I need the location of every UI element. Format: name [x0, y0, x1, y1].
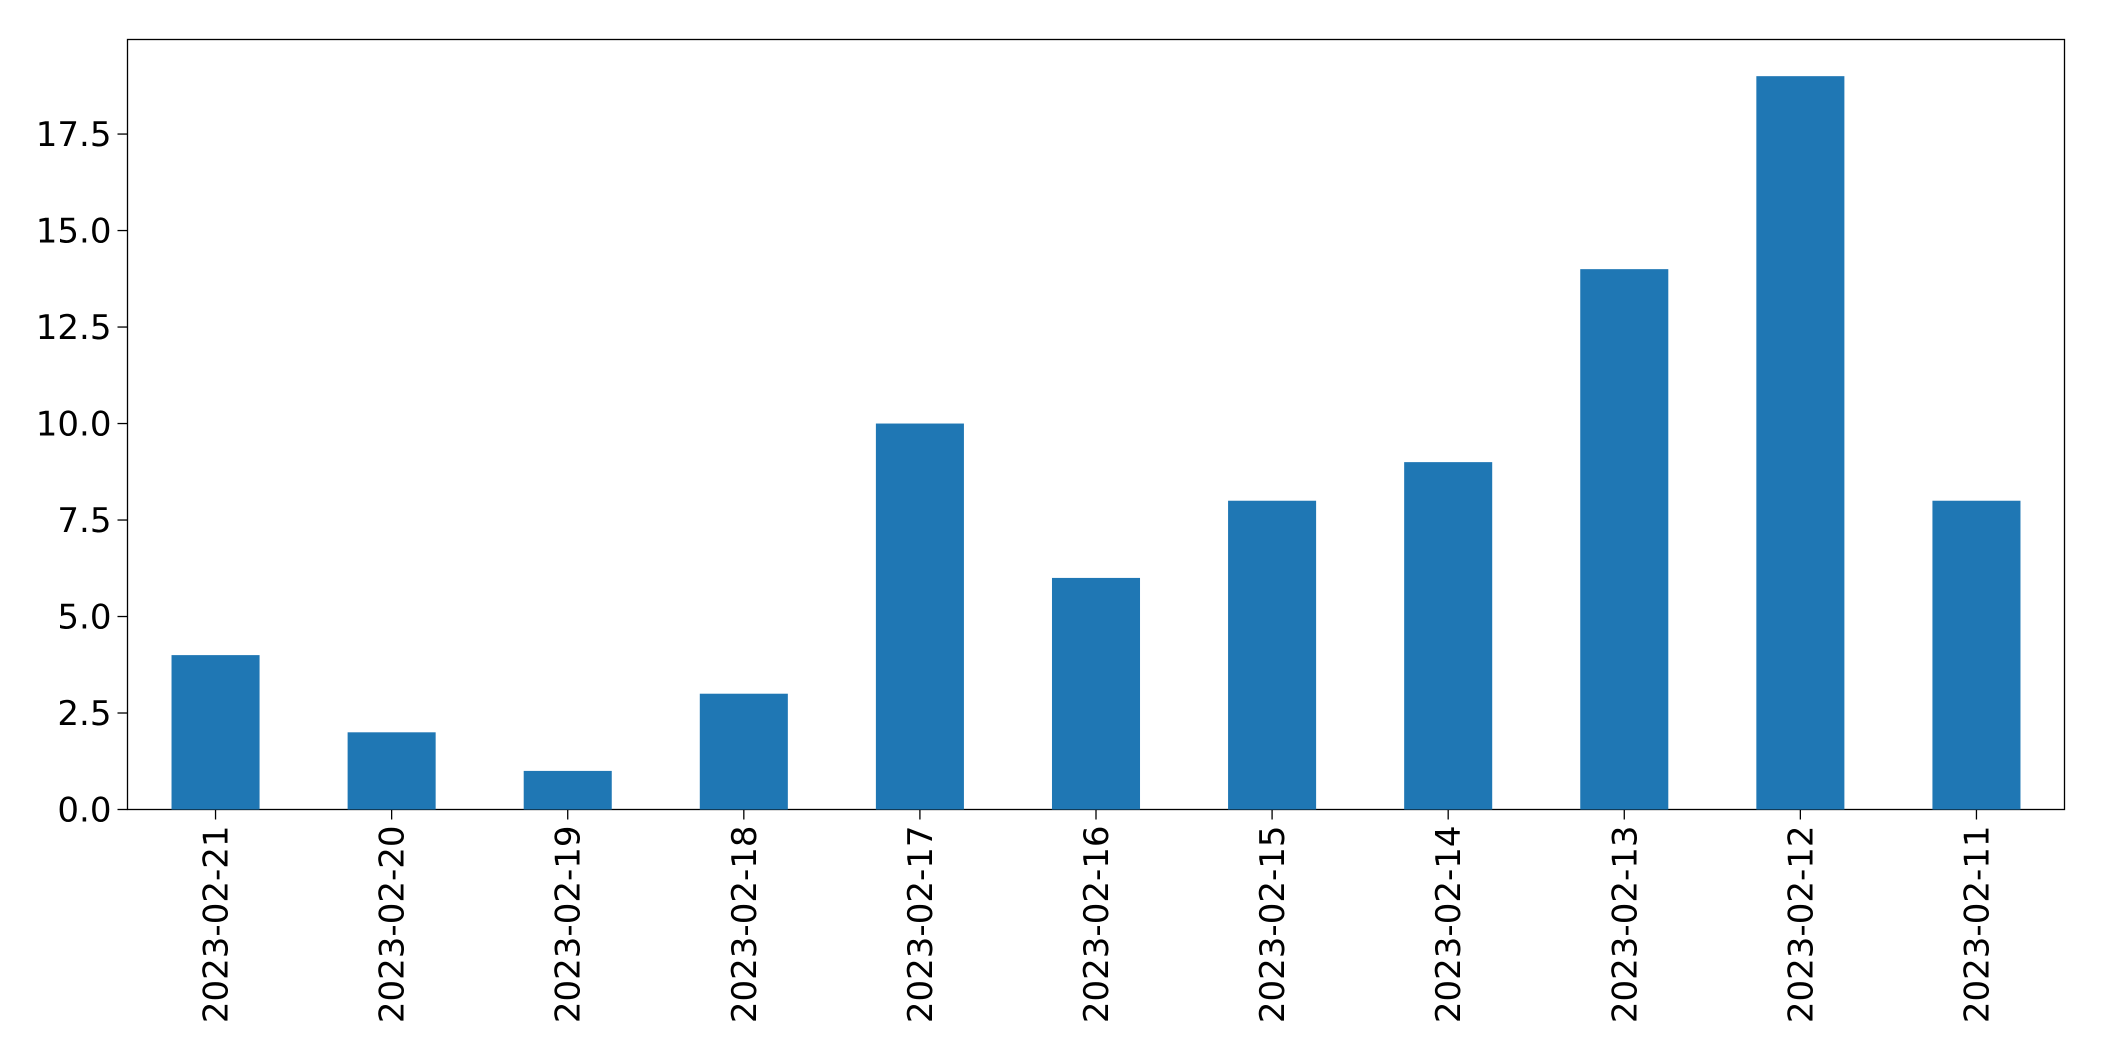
- bar: [1580, 269, 1669, 810]
- bar: [347, 732, 436, 810]
- x-tick-label: 2023-02-18: [725, 826, 765, 1024]
- bar: [1932, 500, 2021, 810]
- y-tick-label: 12.5: [36, 308, 112, 348]
- bar: [1404, 462, 1493, 810]
- x-tick-label: 2023-02-13: [1605, 826, 1645, 1024]
- y-tick-label: 15.0: [36, 212, 112, 252]
- x-tick-label: 2023-02-21: [197, 826, 237, 1024]
- bar: [523, 770, 612, 810]
- y-tick-label: 0.0: [57, 791, 111, 831]
- x-tick-label: 2023-02-20: [373, 826, 413, 1024]
- x-tick-label: 2023-02-16: [1077, 826, 1117, 1024]
- bar: [171, 655, 260, 810]
- x-tick-label: 2023-02-17: [901, 826, 941, 1024]
- y-tick-label: 7.5: [57, 501, 111, 541]
- y-tick-label: 5.0: [57, 598, 111, 638]
- bar: [875, 423, 964, 810]
- x-tick-label: 2023-02-11: [1957, 826, 1997, 1024]
- x-tick-label: 2023-02-14: [1429, 826, 1469, 1024]
- x-tick-label: 2023-02-15: [1253, 826, 1293, 1024]
- x-tick-label: 2023-02-12: [1781, 826, 1821, 1024]
- y-tick-label: 17.5: [36, 115, 112, 155]
- y-tick-label: 2.5: [57, 694, 111, 734]
- bar: [1051, 577, 1141, 810]
- bar: [699, 693, 788, 810]
- y-tick-label: 10.0: [36, 405, 112, 445]
- bar: [1228, 500, 1317, 810]
- bar: [1756, 76, 1845, 810]
- x-tick-label: 2023-02-19: [549, 826, 589, 1024]
